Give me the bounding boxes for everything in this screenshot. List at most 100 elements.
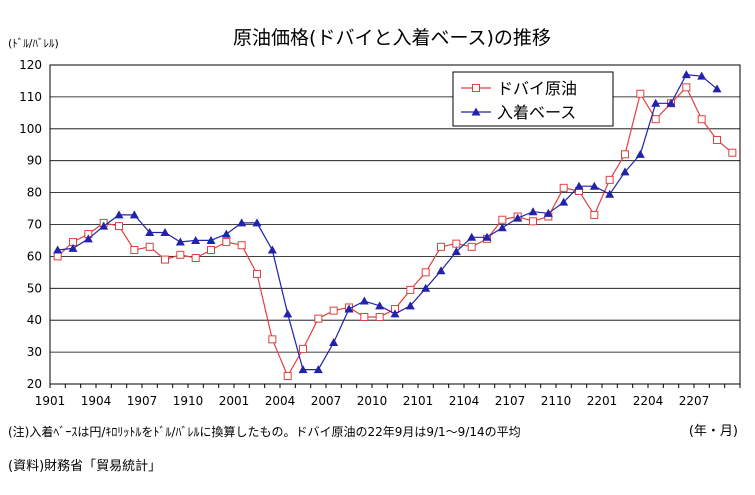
chart-title: 原油価格(ドバイと入着ベース)の推移 <box>233 27 551 49</box>
data-point-dubai <box>651 115 660 124</box>
x-tick-label: 1901 <box>35 394 66 408</box>
y-tick-label: 110 <box>19 90 42 104</box>
data-point-arrival <box>559 197 569 206</box>
data-point-arrival <box>605 189 615 198</box>
data-point-arrival <box>697 71 707 80</box>
data-point-dubai <box>53 252 62 261</box>
x-tick-label: 1904 <box>81 394 112 408</box>
data-point-arrival <box>589 181 599 190</box>
data-point-arrival <box>528 207 538 216</box>
x-tick-label: 2207 <box>679 394 710 408</box>
data-point-dubai <box>207 246 215 255</box>
series-line-1 <box>57 86 733 378</box>
data-point-dubai <box>268 335 277 344</box>
data-point-arrival <box>421 283 431 292</box>
data-point-arrival <box>390 309 400 318</box>
data-point-arrival <box>375 301 385 310</box>
data-point-arrival <box>145 227 155 236</box>
data-point-dubai <box>253 269 261 278</box>
data-point-arrival <box>237 218 247 227</box>
data-point-arrival <box>298 365 308 374</box>
data-point-arrival <box>283 309 293 318</box>
data-point-dubai <box>283 372 292 381</box>
data-point-arrival <box>99 221 109 230</box>
x-tick-label: 2110 <box>541 394 572 408</box>
x-tick-label: 2001 <box>219 394 250 408</box>
data-point-arrival <box>436 266 446 275</box>
y-tick-label: 40 <box>27 313 42 327</box>
data-point-dubai <box>529 217 537 226</box>
data-point-dubai <box>406 285 415 294</box>
data-point-arrival <box>191 235 201 244</box>
data-point-arrival <box>574 181 584 190</box>
data-point-arrival <box>68 243 78 252</box>
data-point-arrival <box>267 245 277 254</box>
data-point-arrival <box>712 84 722 93</box>
data-point-arrival <box>543 208 553 217</box>
y-tick-label: 60 <box>27 249 42 263</box>
y-tick-label: 80 <box>27 186 42 200</box>
y-tick-label: 120 <box>19 58 42 72</box>
data-point-arrival <box>405 301 415 310</box>
data-point-dubai <box>590 210 599 219</box>
data-point-dubai <box>559 183 568 192</box>
data-point-arrival <box>221 229 231 238</box>
data-point-arrival <box>252 218 262 227</box>
data-point-arrival <box>175 237 185 246</box>
x-tick-label: 1907 <box>127 394 158 408</box>
x-tick-label: 2004 <box>265 394 296 408</box>
data-point-dubai <box>375 313 384 322</box>
legend-label: 入着ベース <box>497 103 576 122</box>
data-point-dubai <box>237 241 246 250</box>
legend-marker-dubai <box>472 84 480 92</box>
data-point-arrival <box>83 234 93 243</box>
data-point-dubai <box>697 115 706 124</box>
x-tick-label: 2010 <box>357 394 388 408</box>
y-tick-label: 20 <box>27 377 42 391</box>
y-tick-label: 70 <box>27 218 42 232</box>
data-point-arrival <box>329 338 339 347</box>
data-point-dubai <box>329 306 338 315</box>
x-unit-label: (年・月) <box>689 424 738 439</box>
data-point-arrival <box>114 210 124 219</box>
data-point-dubai <box>467 242 476 251</box>
legend-label: ドバイ原油 <box>497 79 577 98</box>
y-tick-label: 50 <box>27 281 42 295</box>
data-point-arrival <box>359 296 369 305</box>
data-point-dubai <box>437 242 445 251</box>
y-tick-label: 30 <box>27 345 42 359</box>
x-tick-label: 2204 <box>633 394 664 408</box>
y-tick-label: 100 <box>19 122 42 136</box>
data-point-arrival <box>53 245 63 254</box>
data-point-dubai <box>682 83 691 92</box>
data-point-arrival <box>635 149 645 158</box>
data-point-dubai <box>452 239 461 248</box>
data-point-arrival <box>651 98 661 107</box>
data-point-dubai <box>130 246 139 255</box>
x-tick-label: 2107 <box>495 394 526 408</box>
data-point-arrival <box>482 232 492 241</box>
data-point-arrival <box>497 223 507 232</box>
y-tick-label: 90 <box>27 154 42 168</box>
data-point-arrival <box>129 210 139 219</box>
data-point-arrival <box>681 70 691 79</box>
data-point-dubai <box>621 150 629 159</box>
data-point-dubai <box>314 314 323 323</box>
series-line-2 <box>57 73 718 371</box>
data-point-dubai <box>498 215 507 224</box>
x-tick-label: 2101 <box>403 394 434 408</box>
data-point-arrival <box>620 167 630 176</box>
data-point-dubai <box>636 89 645 98</box>
footnote-conversion: (注)入着ﾍﾞｰｽは円/ｷﾛﾘｯﾄﾙをﾄﾞﾙ/ﾊﾞﾚﾙに換算したもの。ドバイ原油… <box>8 425 521 439</box>
x-tick-label: 2201 <box>587 394 618 408</box>
legend-box <box>452 71 614 127</box>
data-point-dubai <box>176 250 185 259</box>
data-point-dubai <box>713 135 721 144</box>
data-point-dubai <box>421 268 430 277</box>
footnote-source: (資料)財務省「貿易統計」 <box>8 459 162 474</box>
data-point-dubai <box>191 253 200 262</box>
data-point-dubai <box>145 242 154 251</box>
data-point-arrival <box>344 304 354 313</box>
data-point-arrival <box>467 232 477 241</box>
